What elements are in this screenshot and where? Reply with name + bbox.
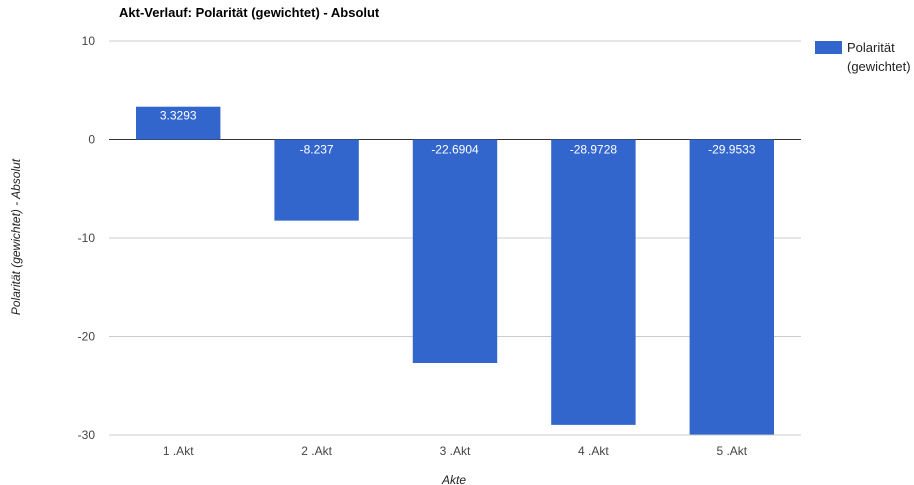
legend: Polarität (gewichtet) [815,40,911,74]
chart-title: Akt-Verlauf: Polarität (gewichtet) - Abs… [119,5,380,20]
y-tick-label: 0 [88,133,95,147]
legend-label-line1: Polarität [847,40,895,55]
bar [412,139,498,364]
y-axis-title: Polarität (gewichtet) - Absolut [9,158,23,315]
bars [135,106,775,435]
bar [551,139,636,425]
x-tick-label: 5 .Akt [716,444,747,458]
x-tick-label: 2 .Akt [301,444,332,458]
bar [274,139,359,221]
legend-label-line2: (gewichtet) [847,59,911,74]
bar-value-label: -8.237 [300,143,334,157]
bar [135,106,221,140]
bar [689,139,775,435]
data-labels: 3.3293 -8.237 -22.6904 -28.9728 -29.9533 [160,109,756,157]
bar-value-label: 3.3293 [160,109,197,123]
y-tick-label: 10 [82,34,96,48]
legend-swatch [815,41,842,54]
y-tick-label: -10 [78,231,96,245]
y-tick-label: -20 [78,330,96,344]
x-axis-ticks: 1 .Akt 2 .Akt 3 .Akt 4 .Akt 5 .Akt [163,444,748,458]
bar-value-label: -22.6904 [431,143,479,157]
x-axis-title: Akte [441,473,466,485]
x-tick-label: 3 .Akt [440,444,471,458]
x-tick-label: 4 .Akt [578,444,609,458]
bar-value-label: -29.9533 [708,143,756,157]
y-axis-ticks: 10 0 -10 -20 -30 [78,34,96,442]
x-tick-label: 1 .Akt [163,444,194,458]
bar-value-label: -28.9728 [570,143,618,157]
y-tick-label: -30 [78,428,96,442]
